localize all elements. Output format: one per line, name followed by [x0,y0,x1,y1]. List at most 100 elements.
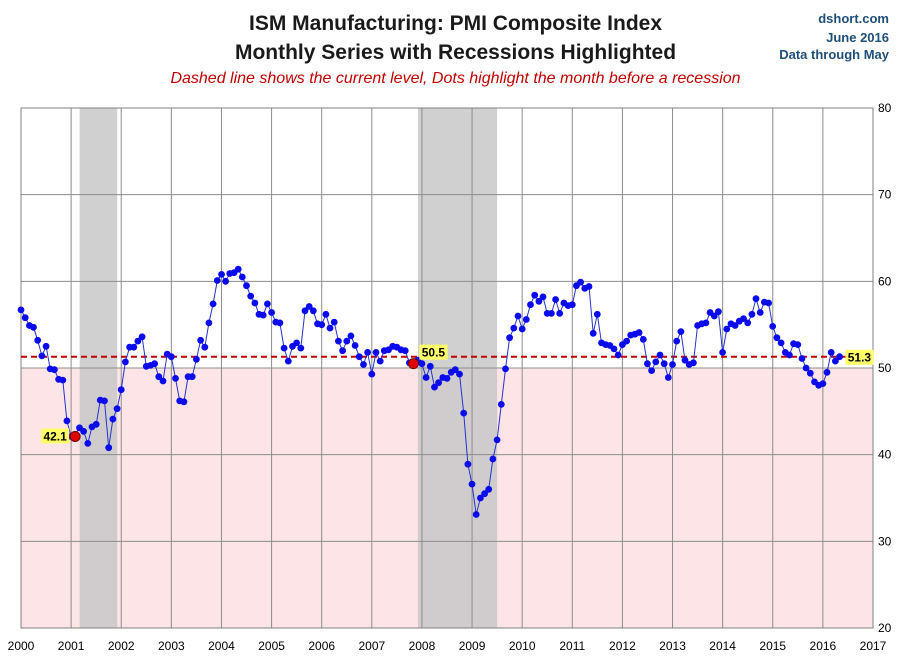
data-point-166 [710,312,718,320]
x-tick-label-2011: 2011 [559,639,585,653]
data-point-42 [193,355,200,363]
data-point-106 [460,409,468,417]
data-point-125 [539,293,547,301]
data-point-194 [827,349,835,356]
data-point-84 [368,370,376,378]
data-point-127 [548,310,555,317]
data-point-92 [401,347,409,355]
data-point-62 [276,319,284,327]
data-point-142 [610,345,618,353]
data-point-59 [264,300,271,308]
pre-recession-label-bg-1 [419,344,448,360]
data-point-33 [155,373,163,381]
data-point-151 [648,367,655,374]
data-point-156 [669,361,676,368]
data-point-4 [34,336,42,344]
x-tick-label-2017: 2017 [860,639,887,653]
current-value-label: 51.3 [848,351,872,365]
data-point-123 [531,291,539,299]
data-point-115 [497,401,505,408]
data-point-3 [30,323,37,331]
y-tick-label-20: 20 [878,621,892,635]
pre-recession-label-1: 50.5 [422,346,446,360]
data-point-158 [677,328,685,335]
chart-title: ISM Manufacturing: PMI Composite Index [248,12,663,35]
data-point-152 [652,358,660,366]
data-point-110 [477,494,484,502]
data-point-58 [259,311,267,319]
x-tick-label-2002: 2002 [108,639,135,653]
x-tick-label-2014: 2014 [709,639,736,653]
data-point-136 [585,283,593,290]
data-point-179 [765,299,772,307]
data-point-169 [723,325,731,333]
data-point-32 [151,360,159,368]
data-point-69 [305,303,313,310]
data-point-68 [301,307,309,315]
data-point-174 [744,319,752,327]
source-date: June 2016 [826,30,889,45]
y-tick-label-70: 70 [878,188,892,202]
data-point-52 [234,265,242,273]
data-point-36 [167,353,175,361]
data-point-196 [836,353,843,361]
data-point-134 [577,278,584,286]
x-tick-label-2016: 2016 [810,639,837,653]
data-point-34 [159,377,167,385]
data-point-116 [502,365,509,373]
x-tick-label-2007: 2007 [358,639,385,653]
data-point-121 [522,316,530,323]
data-point-173 [740,315,747,322]
data-point-119 [514,312,522,320]
data-point-164 [702,319,710,327]
data-point-100 [435,379,442,387]
data-point-80 [351,342,359,349]
data-point-8 [51,366,58,374]
data-point-67 [297,344,305,352]
data-point-6 [42,342,50,350]
data-point-138 [593,310,601,318]
data-point-83 [364,349,371,356]
data-point-181 [773,334,781,342]
data-point-96 [418,360,426,368]
data-point-114 [493,436,501,444]
data-point-41 [188,373,196,381]
x-tick-label-2012: 2012 [609,639,636,653]
source-site: dshort.com [818,11,889,26]
data-point-176 [752,295,760,303]
x-tick-label-2000: 2000 [8,639,35,653]
current-value-label-bg [845,349,874,365]
data-point-149 [639,336,647,343]
data-point-78 [343,337,351,345]
data-point-168 [719,349,726,356]
data-point-107 [464,460,472,468]
data-point-46 [209,300,217,308]
data-point-105 [456,370,463,378]
data-point-98 [426,362,434,370]
data-point-112 [485,485,493,493]
data-point-132 [568,301,576,309]
data-point-81 [355,353,363,361]
pre-recession-dot-0 [69,430,81,442]
data-point-27 [130,343,138,351]
data-point-97 [422,374,430,381]
data-point-56 [251,299,259,307]
data-point-16 [84,440,92,447]
x-tick-label-2003: 2003 [158,639,185,653]
x-tick-label-2008: 2008 [409,639,436,653]
data-point-75 [330,318,338,326]
data-point-171 [731,322,739,329]
data-point-195 [832,357,839,365]
data-point-102 [443,375,451,382]
data-point-20 [101,397,108,405]
data-point-29 [138,333,146,341]
data-point-189 [806,369,814,377]
data-point-161 [690,359,697,367]
data-point-137 [589,329,597,337]
data-point-187 [798,355,806,362]
data-point-113 [489,455,497,463]
data-point-167 [715,308,722,316]
data-point-108 [468,480,476,488]
